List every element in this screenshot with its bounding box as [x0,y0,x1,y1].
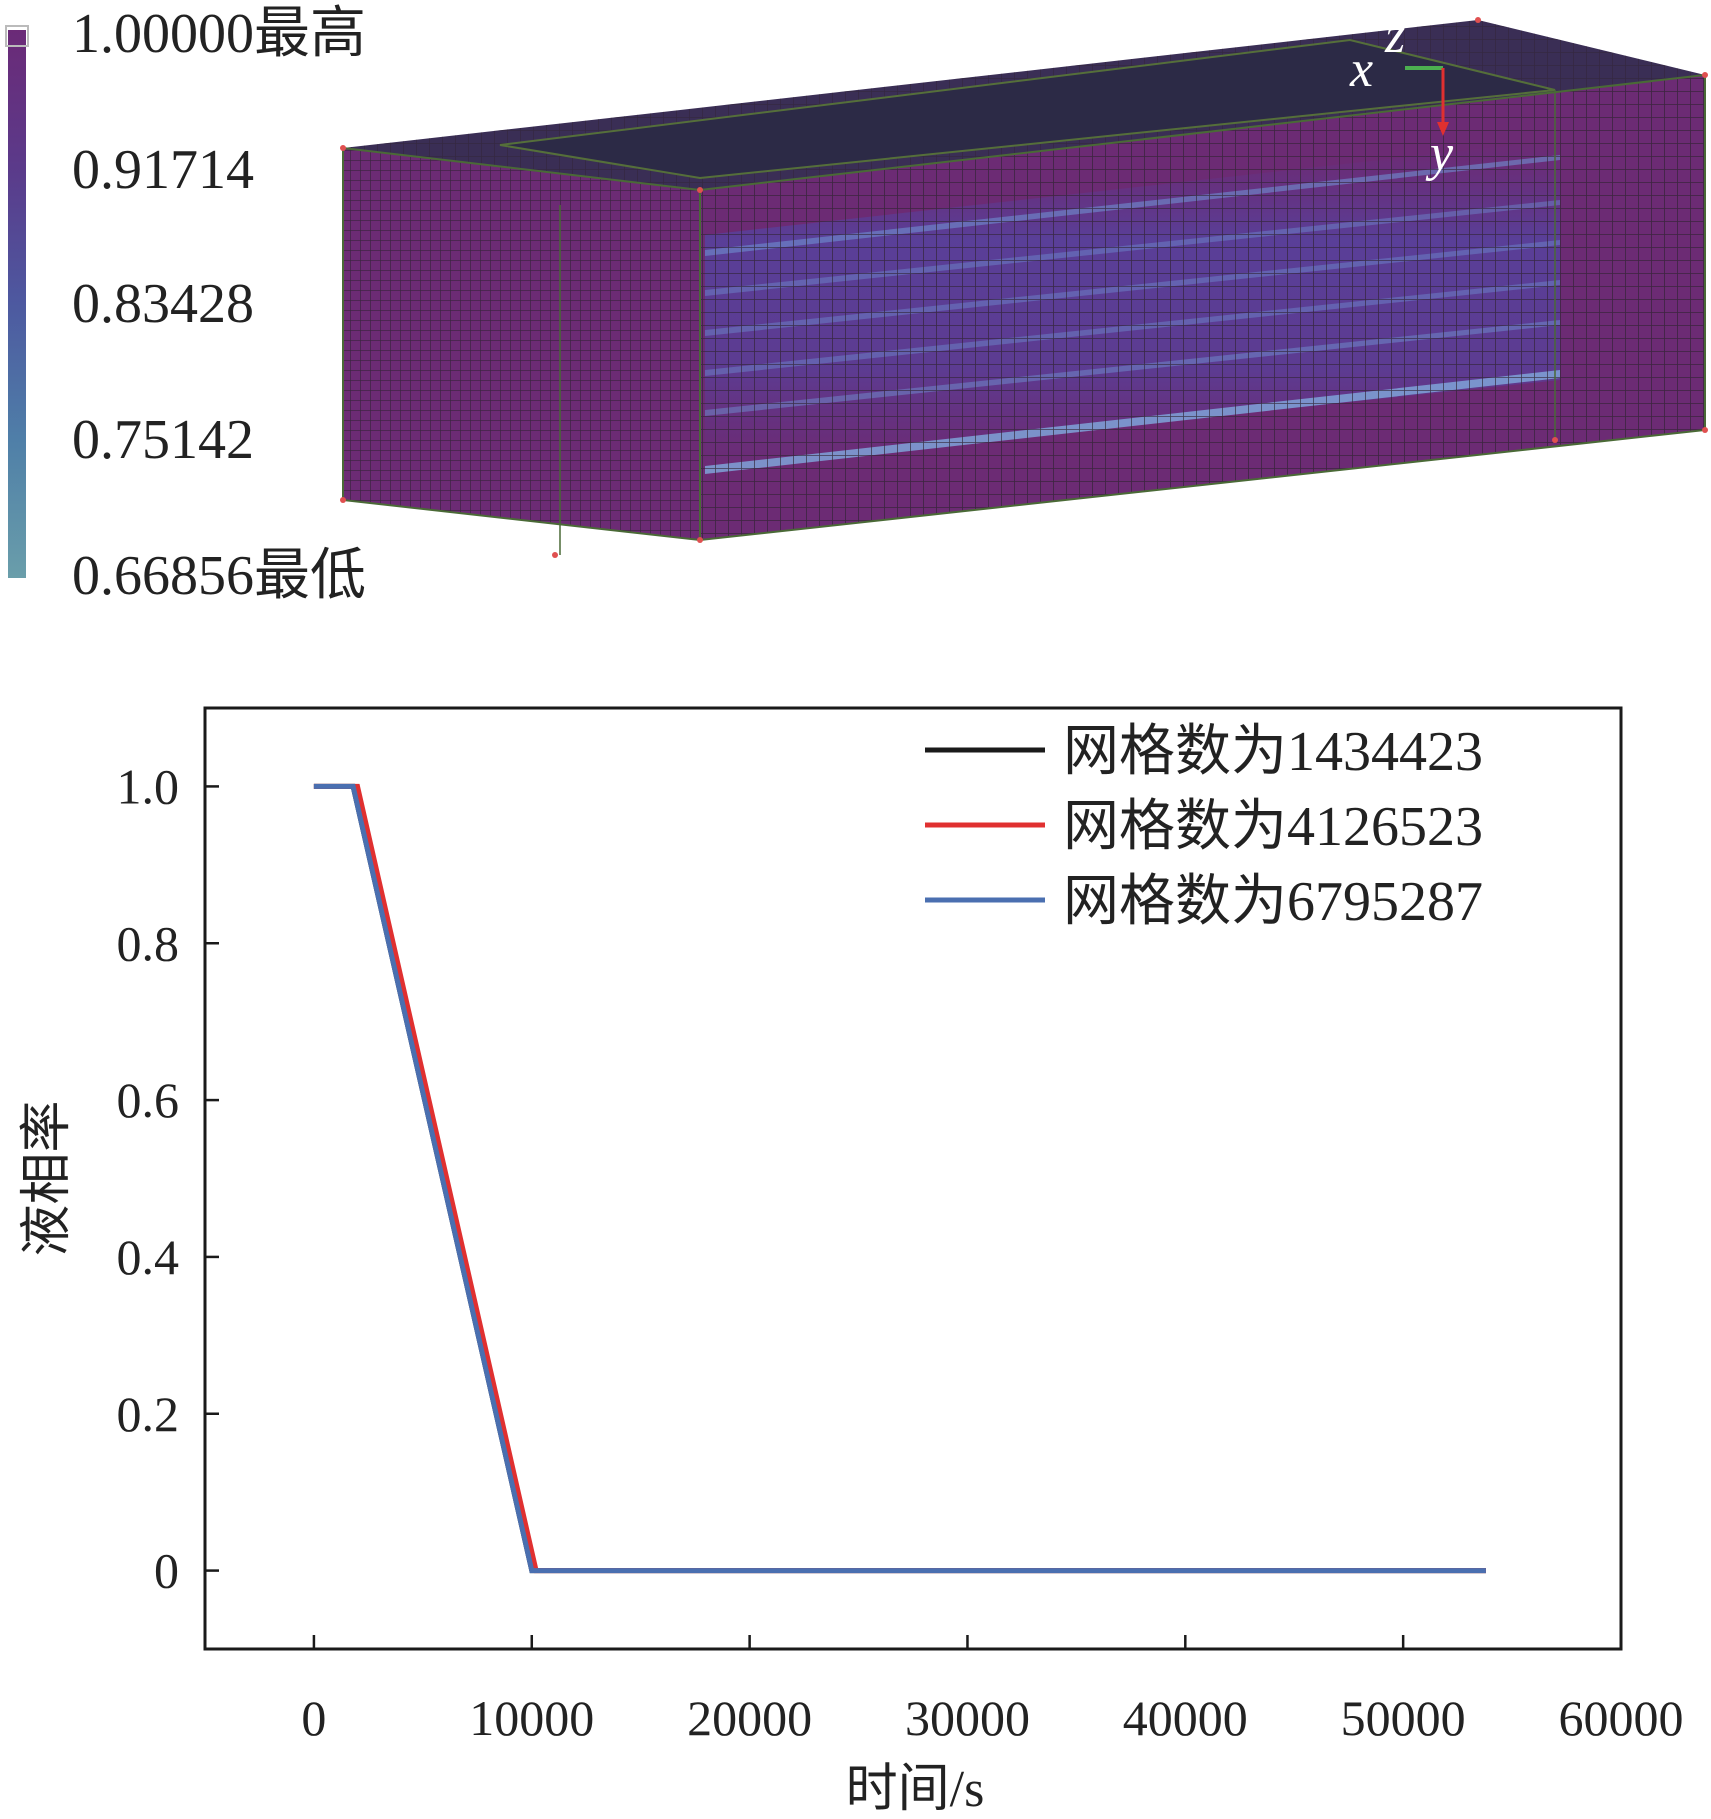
series-lines [313,783,1486,1574]
x-tick-label: 40000 [1123,1690,1248,1746]
y-tick-label: 0.2 [117,1386,180,1442]
y-tick-label: 0.4 [117,1229,180,1285]
axis-ticks: 0 10000 20000 30000 40000 50000 60000 0 0.2 0.4 0.… [117,758,1684,1746]
legend-label: 网格数为4126523 [1063,796,1483,858]
x-tick-label: 0 [301,1690,326,1746]
x-axis-label: 时间/s [846,1761,985,1818]
x-tick-label: 60000 [1559,1690,1684,1746]
axis-label-x: x [1349,41,1373,98]
x-tick-label: 30000 [905,1690,1030,1746]
y-tick-label: 0.8 [117,915,180,971]
liquid-fraction-chart: 0 10000 20000 30000 40000 50000 60000 0 0.2 0.4 0.… [19,706,1684,1818]
series-line-3 [313,783,1486,1574]
x-tick-label: 10000 [469,1690,594,1746]
y-tick-label: 0 [154,1543,179,1599]
plot-frame [203,706,1623,1651]
colorbar-label-3: 0.83428 [72,273,254,335]
mesh-vertex-markers [340,17,1708,558]
mesh-visualization: 1.00000最高 0.91714 0.83428 0.75142 0.6685… [5,3,1708,607]
plot-area [203,706,1623,1651]
axis-label-z: z [1384,7,1405,64]
colorbar-top-marker [5,25,29,47]
colorbar [8,30,26,578]
colorbar-label-2: 0.91714 [72,139,254,201]
y-tick-label: 0.6 [117,1072,180,1128]
x-tick-label: 50000 [1341,1690,1466,1746]
y-axis-label: 液相率 [19,1100,76,1256]
axis-triad: x z y [1349,7,1454,182]
colorbar-label-max: 1.00000最高 [72,3,366,65]
legend: 网格数为1434423 网格数为4126523 网格数为6795287 [925,721,1483,933]
x-tick-label: 20000 [687,1690,812,1746]
legend-label: 网格数为1434423 [1063,721,1483,783]
colorbar-label-min: 0.66856最低 [72,545,366,607]
axis-label-y: y [1425,125,1454,182]
y-tick-label: 1.0 [117,758,180,814]
legend-label: 网格数为6795287 [1063,871,1483,933]
colorbar-label-4: 0.75142 [72,409,254,471]
